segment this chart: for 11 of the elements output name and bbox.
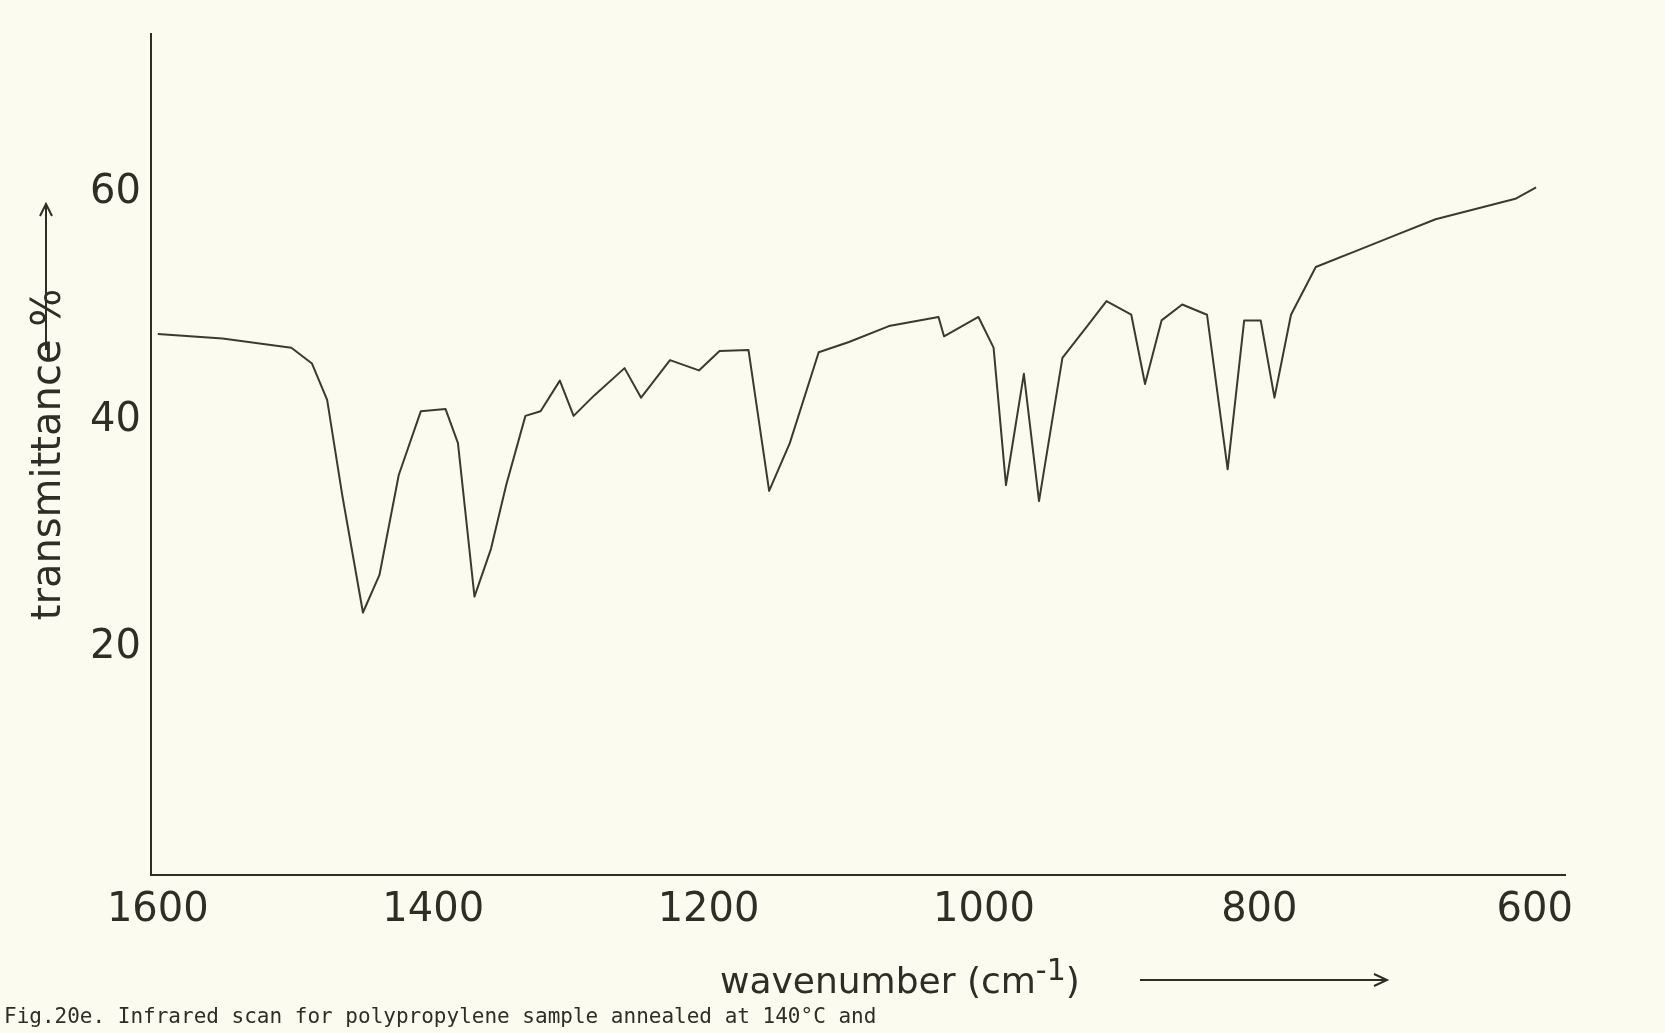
- x-axis-title: wavenumber (cm$^{-1}$): [720, 952, 1080, 1001]
- y-tick-label: 40: [89, 393, 141, 440]
- y-tick-label: 60: [89, 166, 141, 213]
- x-tick-label: 800: [1221, 884, 1298, 931]
- x-tick-label: 1000: [933, 884, 1035, 931]
- x-tick-label: 1400: [382, 884, 485, 931]
- x-tick-label: 1200: [657, 884, 760, 931]
- x-tick-label: 600: [1496, 884, 1573, 931]
- x-tick-label: 1600: [106, 884, 209, 931]
- y-tick-label: 20: [89, 621, 141, 668]
- caption: Fig.20e. Infrared scan for polypropylene sample annealed at 140°C and: [4, 1004, 877, 1028]
